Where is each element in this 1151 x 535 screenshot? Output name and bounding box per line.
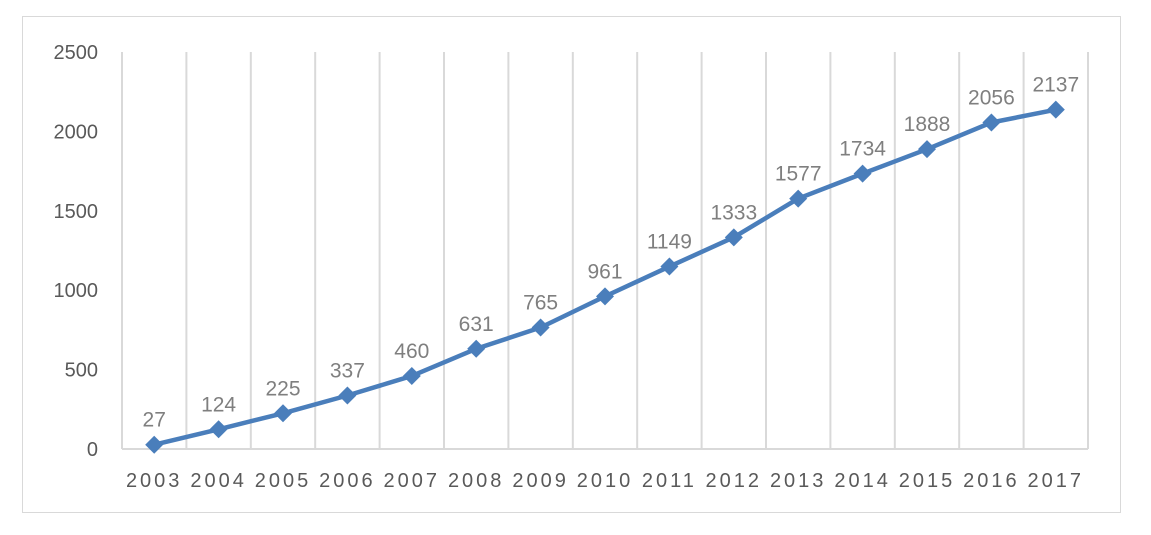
x-tick-label: 2016 <box>963 470 1020 492</box>
y-tick-label: 2000 <box>54 121 99 143</box>
data-label: 1149 <box>647 231 692 254</box>
data-label: 1888 <box>904 113 951 136</box>
data-point-marker <box>209 420 228 439</box>
data-label: 1577 <box>775 163 822 186</box>
x-tick-label: 2006 <box>319 470 376 492</box>
data-point-marker <box>724 228 743 247</box>
x-tick-label: 2009 <box>512 470 569 492</box>
data-label: 631 <box>459 313 494 336</box>
data-label: 765 <box>523 292 558 315</box>
x-tick-label: 2003 <box>126 470 183 492</box>
x-tick-label: 2004 <box>190 470 247 492</box>
data-point-marker <box>402 366 421 385</box>
data-point-marker <box>596 287 614 306</box>
x-tick-label: 2012 <box>706 470 763 492</box>
data-label: 337 <box>330 359 365 382</box>
x-tick-label: 2013 <box>770 470 827 492</box>
y-tick-label: 1000 <box>54 280 99 302</box>
data-label: 225 <box>265 377 300 400</box>
data-point-marker <box>982 113 1001 132</box>
y-tick-label: 0 <box>87 439 98 461</box>
data-point-marker <box>145 435 164 454</box>
y-axis-tick-labels: 0 500 1000 1500 2000 2500 <box>54 42 99 461</box>
x-tick-label: 2015 <box>899 470 956 492</box>
chart-frame <box>22 16 1121 513</box>
data-point-marker <box>853 164 872 183</box>
data-markers <box>145 100 1065 454</box>
data-labels: 27 124 225 337 460 631 765 961 1149 1333 1577 1734 1… <box>143 74 1080 432</box>
data-point-marker <box>531 318 550 337</box>
data-point-marker <box>918 140 936 159</box>
data-label: 460 <box>394 340 429 363</box>
x-tick-label: 2017 <box>1028 470 1085 492</box>
x-tick-label: 2008 <box>448 470 505 492</box>
data-label: 1734 <box>839 138 886 161</box>
data-point-marker <box>338 386 357 405</box>
data-label: 124 <box>201 393 236 416</box>
data-point-marker <box>789 189 808 208</box>
x-tick-label: 2011 <box>642 470 697 492</box>
data-label: 961 <box>587 260 622 283</box>
data-label: 27 <box>143 409 166 432</box>
x-axis-tick-labels: 2003 2004 2005 2006 2007 2008 2009 2010 2011 2012… <box>126 470 1085 492</box>
y-tick-label: 2500 <box>54 42 99 64</box>
x-tick-label: 2005 <box>255 470 312 492</box>
data-label: 1333 <box>710 201 757 224</box>
y-tick-label: 1500 <box>54 201 99 223</box>
x-tick-label: 2007 <box>384 470 441 492</box>
x-tick-label: 2014 <box>834 470 891 492</box>
data-point-marker <box>467 339 486 358</box>
data-point-marker <box>660 257 679 276</box>
x-tick-label: 2010 <box>577 470 634 492</box>
y-tick-label: 500 <box>65 360 98 382</box>
data-label: 2137 <box>1032 74 1079 97</box>
data-point-marker <box>274 404 292 423</box>
data-label: 2056 <box>968 87 1015 110</box>
data-point-marker <box>1046 100 1065 119</box>
